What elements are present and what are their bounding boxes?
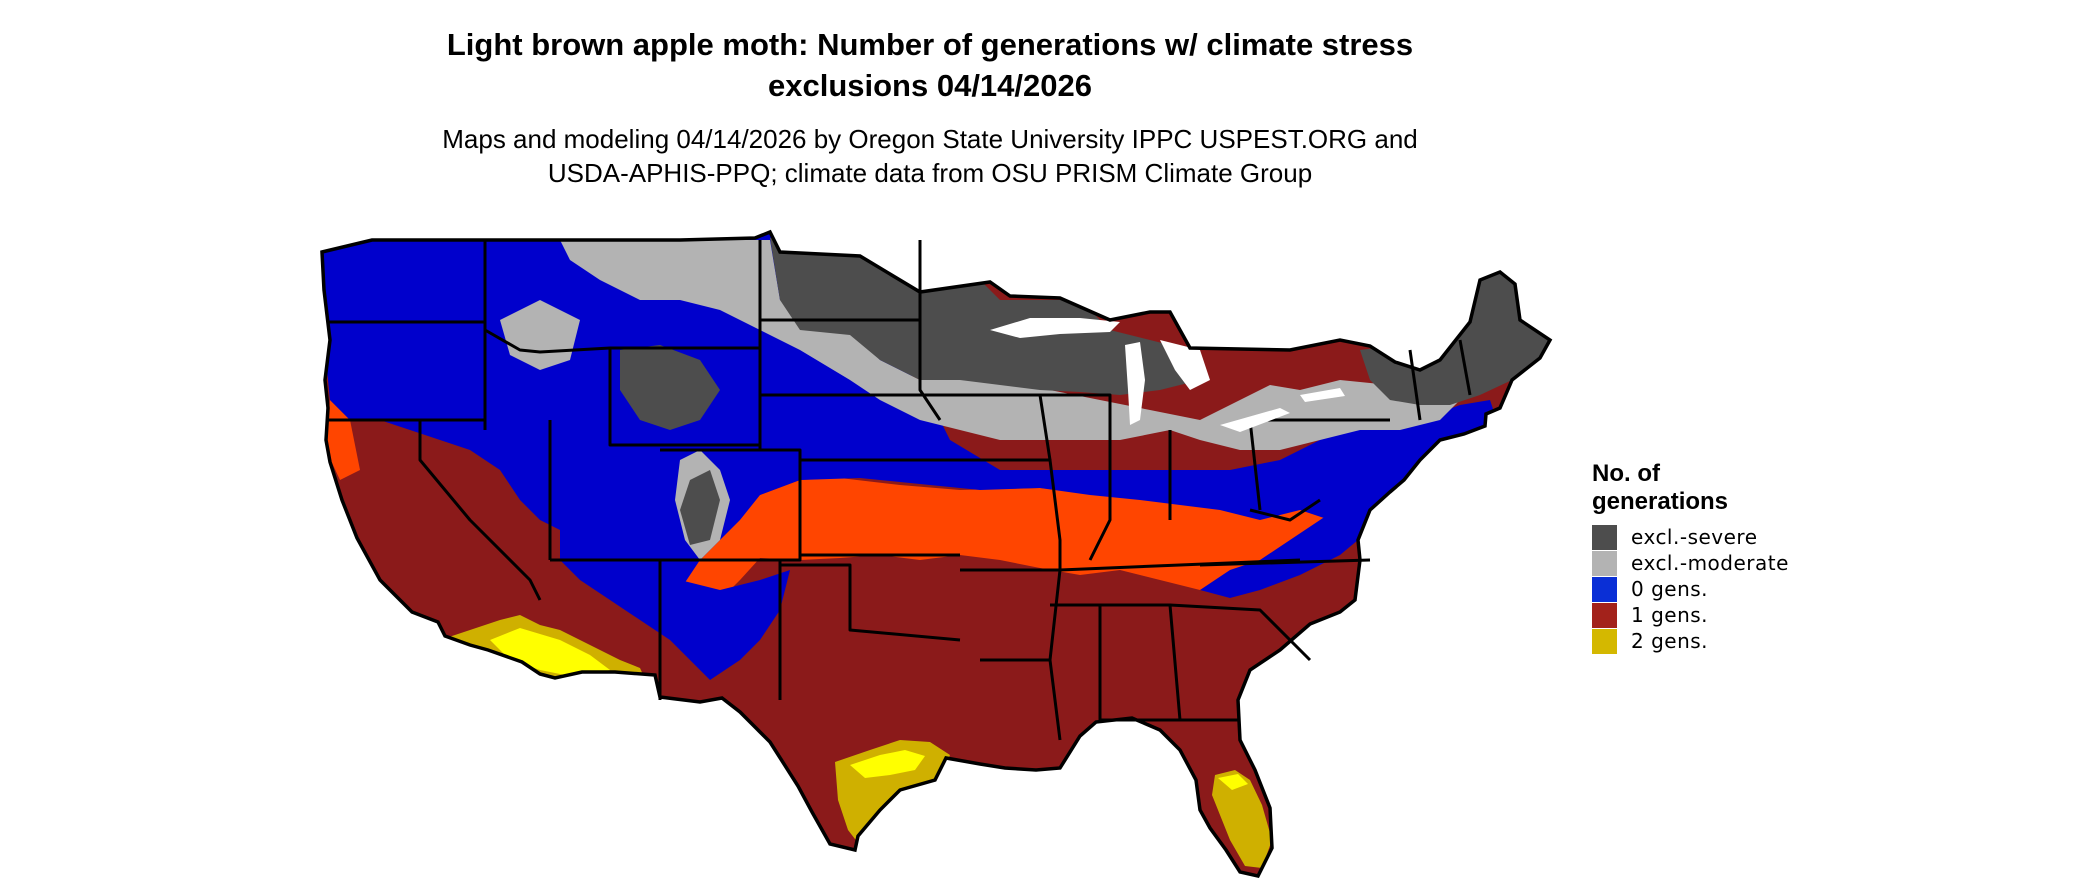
zone-0-gen-appalachian bbox=[1200, 480, 1390, 598]
legend-swatch bbox=[1592, 550, 1617, 576]
great-lakes bbox=[990, 318, 1345, 432]
zone-excl-moderate-idaho bbox=[500, 300, 580, 370]
lake-superior bbox=[990, 318, 1120, 338]
legend-title: No. of generations bbox=[1592, 460, 1729, 515]
lake-michigan bbox=[1125, 342, 1145, 425]
map-title: Light brown apple moth: Number of genera… bbox=[360, 24, 1500, 106]
zone-excl-severe-wyoming bbox=[620, 345, 720, 430]
zone-excl-severe-north-plains bbox=[770, 238, 1200, 395]
zone-2-gen-florida-highlight bbox=[1218, 774, 1248, 790]
legend-swatch bbox=[1592, 602, 1617, 628]
legend-label: excl.-moderate bbox=[1631, 551, 1789, 575]
legend-swatch bbox=[1592, 524, 1617, 550]
border-nc-va bbox=[1199, 558, 1371, 567]
legend: No. of generations excl.-severe excl.-mod… bbox=[1592, 460, 1852, 654]
border-oh-pa bbox=[1248, 419, 1262, 511]
legend-item: excl.-moderate bbox=[1592, 550, 1852, 576]
border-la bbox=[980, 658, 1062, 741]
title-line-1: Light brown apple moth: Number of genera… bbox=[446, 27, 1414, 62]
border-wi-il bbox=[1040, 393, 1112, 430]
title-line-2: exclusions 04/14/2026 bbox=[767, 68, 1092, 103]
subtitle-line-1: Maps and modeling 04/14/2026 by Oregon S… bbox=[442, 124, 1418, 154]
subtitle-line-2: USDA-APHIS-PPQ; climate data from OSU PR… bbox=[547, 158, 1313, 188]
border-nm-tx bbox=[778, 558, 800, 700]
border-ga-sc bbox=[1169, 603, 1312, 662]
map-subtitle: Maps and modeling 04/14/2026 by Oregon S… bbox=[360, 122, 1500, 190]
lake-erie bbox=[1220, 408, 1290, 432]
us-generations-map bbox=[320, 230, 1552, 878]
border-ky-tn bbox=[1059, 558, 1301, 572]
state-borders bbox=[327, 240, 1472, 741]
legend-item: 0 gens. bbox=[1592, 576, 1852, 602]
zone-1-gen-transition bbox=[560, 470, 1355, 620]
border-il-in bbox=[1088, 430, 1112, 561]
legend-swatch bbox=[1592, 576, 1617, 602]
zone-2-gen-southwest-highlight bbox=[490, 628, 610, 678]
legend-label: 2 gens. bbox=[1631, 629, 1709, 653]
legend-item: 2 gens. bbox=[1592, 628, 1852, 654]
border-mt-south bbox=[484, 328, 760, 354]
border-wv bbox=[1249, 498, 1321, 522]
zone-excl-severe-colorado bbox=[680, 470, 720, 545]
zone-0-gen-west bbox=[322, 232, 1440, 600]
zone-2-gen-texas-highlight bbox=[850, 750, 925, 778]
legend-items: excl.-severe excl.-moderate 0 gens. 1 gens.… bbox=[1592, 524, 1852, 654]
legend-label: 1 gens. bbox=[1631, 603, 1709, 627]
legend-item: 1 gens. bbox=[1592, 602, 1852, 628]
border-ok-tx bbox=[780, 563, 961, 642]
border-nv-az bbox=[418, 420, 542, 601]
border-co bbox=[660, 448, 802, 562]
legend-label: 0 gens. bbox=[1631, 577, 1709, 601]
legend-swatch bbox=[1592, 628, 1617, 654]
legend-item: excl.-severe bbox=[1592, 524, 1852, 550]
legend-label: excl.-severe bbox=[1631, 525, 1758, 549]
border-ny-vt bbox=[1408, 349, 1422, 421]
zone-2-gen-florida bbox=[1212, 770, 1272, 868]
border-me bbox=[1458, 339, 1472, 396]
zone-excl-moderate-north bbox=[560, 240, 1460, 450]
lake-ontario bbox=[1300, 388, 1345, 402]
lake-huron bbox=[1160, 340, 1210, 390]
